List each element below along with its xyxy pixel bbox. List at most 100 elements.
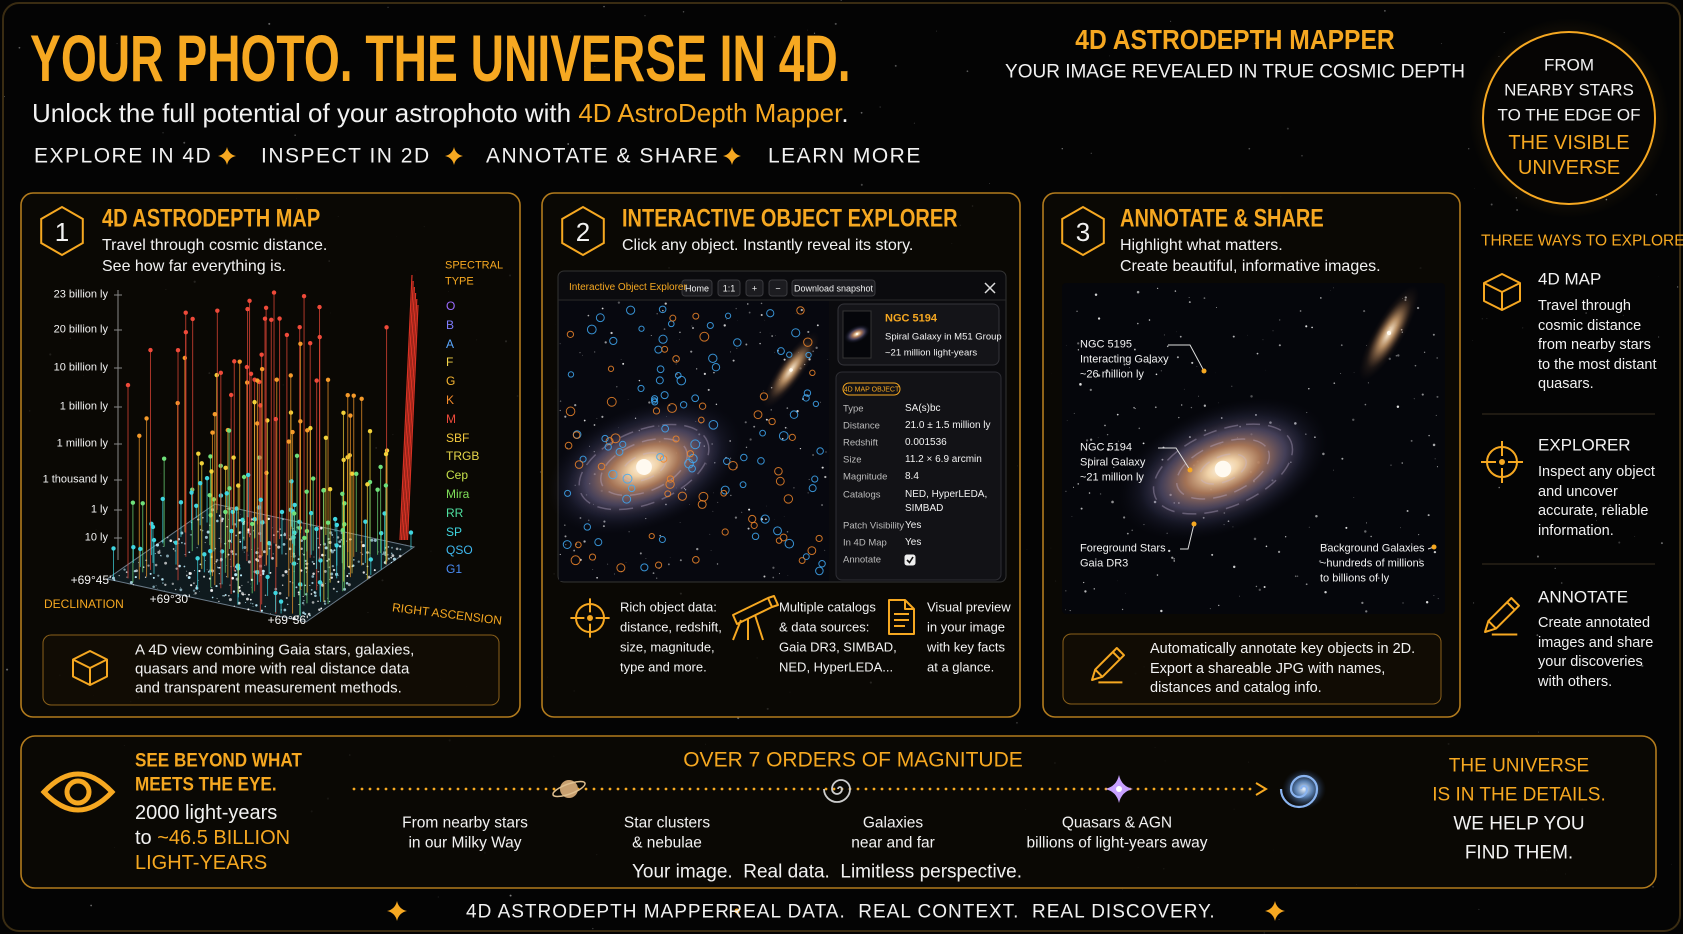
x-tick-label: +69°45': [70, 573, 112, 587]
floor-star: [180, 586, 182, 588]
toolbar-button-label[interactable]: −: [775, 283, 781, 293]
floor-star: [311, 560, 314, 563]
object-marker: [609, 336, 618, 346]
image-star: [1121, 608, 1124, 611]
bg-star: [197, 45, 199, 47]
image-star: [821, 504, 823, 506]
floor-star: [217, 566, 220, 569]
image-star: [622, 362, 625, 365]
depth-point: [226, 428, 232, 433]
object-marker: [637, 384, 645, 392]
depth-point: [173, 540, 179, 545]
z-axis-label: RIGHT ASCENSION: [391, 600, 503, 628]
floor-star: [184, 594, 187, 597]
depth-point: [111, 546, 116, 551]
bg-star: [813, 32, 816, 34]
image-star: [559, 343, 561, 345]
object-marker: [759, 392, 769, 401]
floor-star: [353, 559, 355, 561]
image-star: [1196, 366, 1198, 367]
toolbar-button-label[interactable]: Home: [684, 283, 710, 293]
object-marker: [692, 556, 700, 564]
depth-point: [208, 454, 213, 459]
image-star: [1365, 610, 1368, 613]
object-marker: [698, 402, 707, 410]
image-star: [1278, 344, 1281, 347]
bg-star: [1658, 336, 1660, 338]
floor-star: [237, 601, 241, 605]
bg-star: [1481, 318, 1483, 320]
object-marker: [688, 464, 696, 473]
depth-point: [384, 325, 389, 330]
floor-star: [226, 556, 228, 558]
thumb-galaxy: [844, 324, 870, 344]
bg-star: [1503, 31, 1505, 33]
subtitle: Unlock the full potential of your astrop…: [32, 100, 849, 126]
image-star: [614, 573, 615, 575]
depth-point: [304, 489, 309, 494]
floor-star: [295, 586, 298, 589]
toolbar-button-label[interactable]: 1:1: [722, 283, 736, 293]
property-value: Yes: [905, 520, 922, 531]
floor-star: [238, 530, 242, 534]
note-text: and transparent measurement methods.: [135, 679, 402, 697]
toolbar-button-label[interactable]: +: [751, 283, 758, 293]
image-star: [775, 335, 776, 336]
feature-text: Visual preview: [927, 599, 1011, 615]
floor-star: [241, 591, 243, 593]
nav-link[interactable]: LEARN MORE: [768, 144, 922, 168]
closing-line: FIND THEM.: [1464, 842, 1574, 864]
floor-star: [317, 600, 319, 603]
panel-depth-map: [20, 192, 521, 718]
image-star: [1315, 514, 1318, 518]
toolbar-button-label[interactable]: Download snapshot: [793, 283, 874, 293]
object-marker: [615, 448, 624, 456]
object-marker: [711, 363, 721, 372]
floor-star: [218, 600, 220, 603]
image-star: [1131, 529, 1134, 532]
nav-link[interactable]: INSPECT IN 2D: [261, 144, 431, 168]
legend-item: QSO: [446, 543, 473, 558]
floor-star: [175, 567, 178, 570]
object-marker: [666, 475, 675, 483]
image-star: [732, 359, 735, 362]
document-page: [888, 599, 915, 635]
image-star: [1277, 550, 1281, 554]
floor-star: [196, 547, 198, 549]
depth-point: [341, 457, 346, 463]
image-star: [1258, 588, 1261, 592]
depth-point: [199, 461, 204, 466]
nav-link[interactable]: EXPLORE IN 4D: [34, 144, 213, 168]
text-segment: .: [841, 98, 849, 128]
depth-point: [138, 546, 143, 552]
image-star: [594, 351, 596, 353]
floor-star: [225, 576, 228, 578]
image-star: [592, 569, 594, 570]
image-star: [730, 494, 732, 497]
property-key: Redshift: [843, 437, 878, 449]
floor-star: [239, 574, 243, 577]
depth-point: [314, 526, 319, 532]
image-star: [726, 318, 727, 320]
floor-star: [216, 566, 218, 568]
toolbar-button: [717, 279, 741, 297]
badge-text: TO THE EDGE OF: [1497, 105, 1641, 125]
floor-star: [133, 570, 137, 573]
floor-star: [134, 576, 137, 579]
depth-point: [234, 506, 239, 511]
object-marker: [739, 481, 747, 489]
floor-star: [184, 554, 186, 556]
depth-point: [228, 392, 234, 398]
depth-point: [252, 399, 257, 405]
image-star: [1435, 414, 1437, 416]
image-star: [712, 510, 714, 512]
close-button[interactable]: [984, 282, 996, 294]
image-star: [690, 350, 693, 353]
nav-link[interactable]: ANNOTATE & SHARE: [486, 144, 720, 168]
floor-star: [198, 544, 199, 546]
annotation-label: ~hundreds of millions: [1320, 557, 1425, 570]
floor-star: [239, 540, 242, 543]
image-star: [1126, 532, 1129, 535]
image-star: [667, 563, 670, 566]
bg-star: [1109, 55, 1110, 57]
